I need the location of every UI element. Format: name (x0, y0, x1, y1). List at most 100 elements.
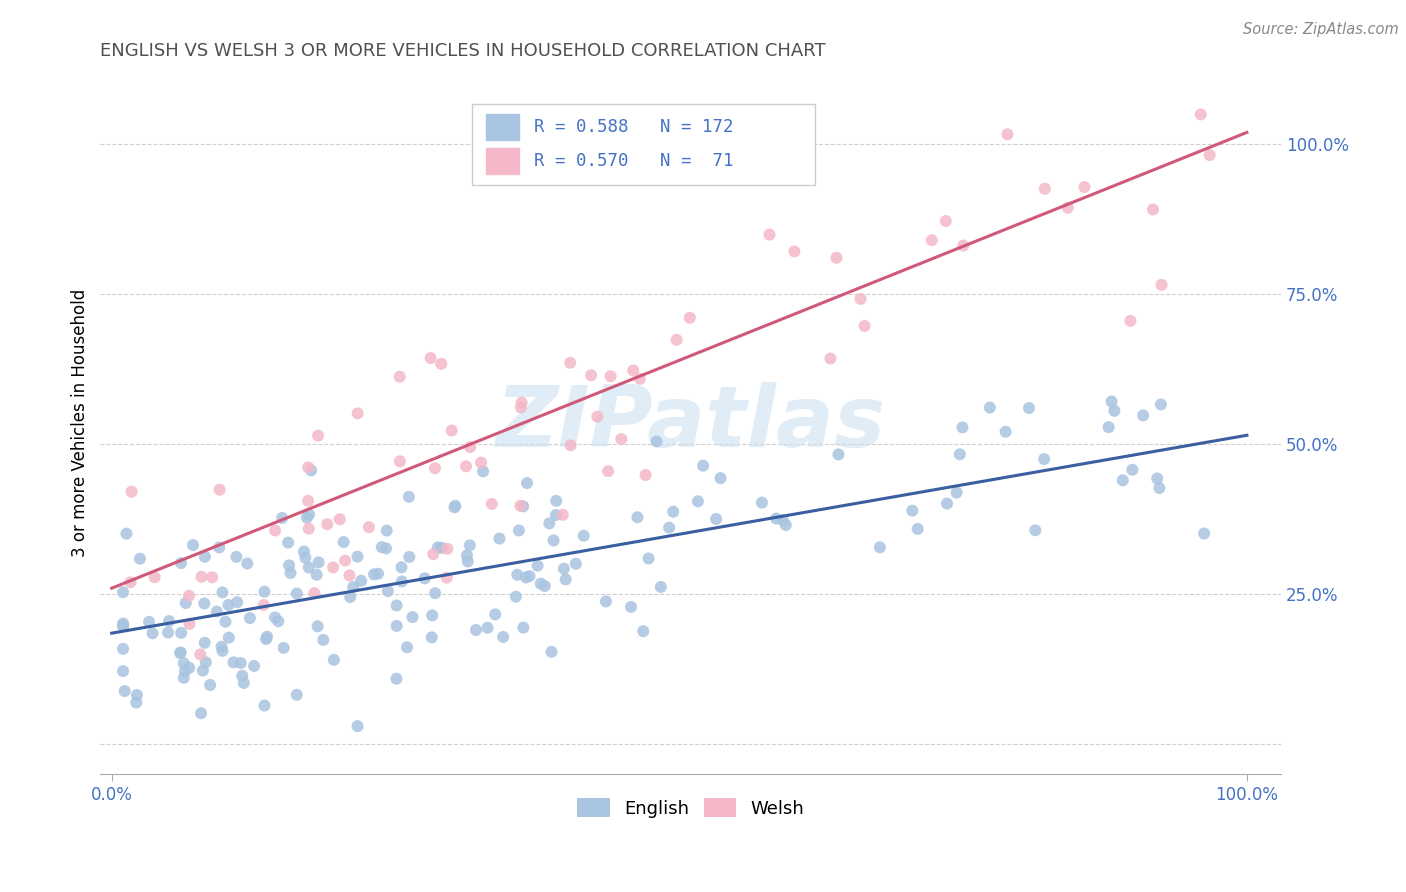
Point (546, 493, 568, 508)
Point (398, 490, 420, 504)
Point (177, 589, 200, 603)
Point (1056, 201, 1078, 215)
Point (488, 532, 510, 546)
Point (481, 497, 503, 511)
Point (112, 616, 135, 631)
Point (363, 567, 385, 582)
Point (775, 518, 797, 533)
Point (285, 586, 308, 600)
Point (143, 570, 166, 584)
Point (388, 369, 411, 384)
Point (772, 513, 794, 527)
Point (398, 549, 420, 564)
Point (211, 640, 233, 654)
Point (1198, 148, 1220, 162)
Point (277, 535, 299, 549)
Point (413, 571, 436, 585)
Point (430, 357, 453, 371)
Point (509, 499, 531, 513)
Point (125, 688, 148, 702)
Point (129, 551, 152, 566)
Point (208, 541, 231, 555)
Point (1033, 182, 1056, 196)
Point (456, 549, 478, 563)
Point (194, 549, 217, 564)
Point (645, 434, 668, 449)
Point (298, 560, 321, 574)
Point (222, 656, 245, 670)
Point (628, 372, 651, 386)
Point (273, 640, 295, 655)
Point (634, 468, 657, 483)
Point (458, 440, 481, 454)
Point (704, 512, 727, 526)
Point (243, 659, 266, 673)
Point (188, 648, 211, 662)
Point (633, 624, 655, 639)
Point (553, 561, 575, 575)
Point (322, 560, 344, 574)
Point (350, 574, 373, 588)
Point (430, 541, 453, 555)
Point (339, 590, 361, 604)
Point (560, 438, 582, 452)
Point (285, 688, 308, 702)
Point (385, 599, 408, 613)
Point (508, 524, 530, 538)
Point (422, 547, 444, 561)
Point (1104, 404, 1126, 418)
Point (997, 128, 1019, 142)
Point (114, 684, 136, 698)
Point (1142, 202, 1164, 217)
Point (294, 550, 316, 565)
Point (949, 447, 972, 461)
Point (472, 464, 495, 478)
Point (253, 584, 276, 599)
Point (1097, 420, 1119, 434)
Point (370, 540, 392, 554)
Point (226, 595, 249, 609)
Point (751, 495, 773, 509)
Point (510, 395, 533, 409)
Point (377, 584, 399, 599)
Point (1132, 409, 1154, 423)
Point (515, 570, 537, 584)
Point (1119, 314, 1142, 328)
Point (423, 461, 446, 475)
Point (595, 594, 617, 608)
Point (621, 363, 644, 377)
Point (436, 571, 458, 585)
Point (112, 618, 135, 632)
Point (765, 511, 787, 525)
Point (709, 471, 731, 485)
Point (305, 567, 328, 582)
Point (174, 596, 197, 610)
Point (339, 568, 361, 582)
Point (506, 567, 529, 582)
Point (662, 505, 685, 519)
Point (388, 454, 411, 468)
Point (395, 640, 418, 655)
Point (458, 538, 481, 552)
Point (637, 551, 659, 566)
Point (901, 504, 924, 518)
Point (665, 333, 688, 347)
Point (170, 556, 193, 570)
Point (509, 401, 531, 415)
Point (658, 521, 681, 535)
Point (484, 607, 506, 622)
Point (253, 698, 276, 713)
Text: ZIPatlas: ZIPatlas (495, 382, 886, 465)
Point (308, 555, 330, 569)
Point (579, 368, 602, 383)
Point (444, 499, 467, 513)
Point (304, 586, 326, 600)
Point (692, 458, 714, 473)
Point (367, 566, 389, 581)
Point (825, 251, 848, 265)
Point (586, 409, 609, 424)
Point (853, 318, 876, 333)
Point (190, 570, 212, 584)
Point (426, 541, 449, 555)
Point (565, 557, 588, 571)
